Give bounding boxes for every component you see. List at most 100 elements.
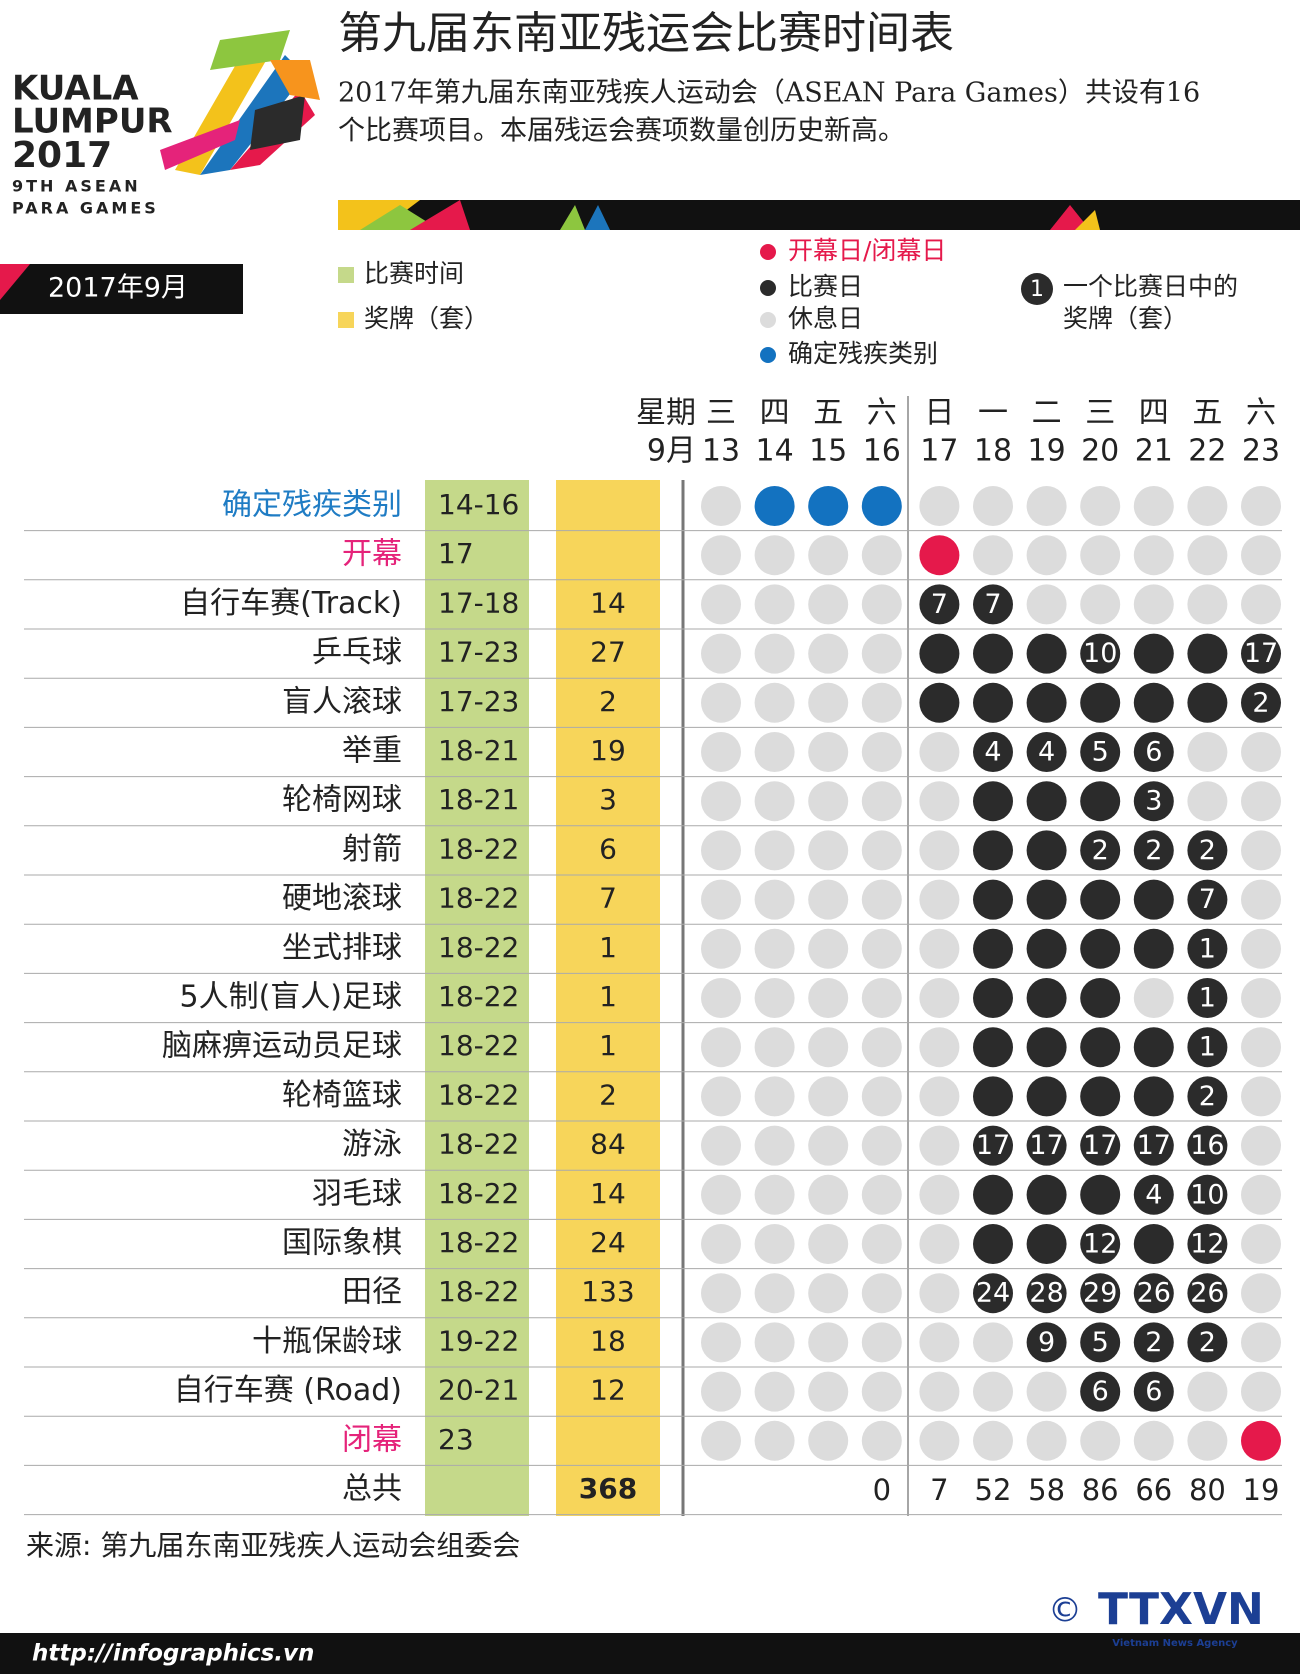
day-dot xyxy=(701,1076,741,1117)
day-medals: 16 xyxy=(1190,1130,1224,1161)
day-dot xyxy=(861,486,902,526)
date: 22 xyxy=(1188,434,1226,469)
day-medals: 12 xyxy=(1190,1229,1224,1260)
event-medals: 2 xyxy=(599,1078,617,1111)
day-dot xyxy=(973,879,1013,920)
day-dot xyxy=(754,928,795,969)
day-dot xyxy=(1187,486,1228,526)
month-tag xyxy=(0,264,243,314)
day-dot xyxy=(1026,1322,1067,1363)
day-dot xyxy=(701,1224,741,1264)
day-dot xyxy=(701,1027,741,1068)
day-dot xyxy=(1080,928,1121,969)
day-dot xyxy=(701,1174,741,1215)
day-dot xyxy=(1080,1125,1121,1166)
day-dot xyxy=(1187,633,1228,674)
day-dot xyxy=(754,732,795,772)
dates-column xyxy=(425,480,529,1516)
week-label: 星期 xyxy=(636,396,696,431)
day-medals: 1 xyxy=(1199,1032,1216,1063)
day-dot xyxy=(919,1371,960,1412)
footer-url[interactable]: http://infographics.vn xyxy=(32,1641,314,1667)
day-dot xyxy=(1133,732,1174,772)
day-dot xyxy=(1080,535,1121,576)
event-name: 硬地滚球 xyxy=(282,881,402,916)
day-dot xyxy=(861,1420,902,1461)
day-dot xyxy=(1026,682,1067,723)
day-dot xyxy=(808,1174,849,1215)
day-dot xyxy=(701,633,741,674)
event-dates: 17-18 xyxy=(438,586,519,619)
day-dot xyxy=(701,1371,741,1412)
day-dot xyxy=(1187,1322,1228,1363)
day-dot xyxy=(808,1076,849,1117)
day-dot xyxy=(1026,535,1067,576)
event-dates: 18-22 xyxy=(438,1177,519,1210)
day-dot xyxy=(808,781,849,822)
day-dot xyxy=(973,978,1013,1018)
day-dot xyxy=(808,1224,849,1264)
day-medals: 5 xyxy=(1092,737,1109,768)
day-dot xyxy=(1241,879,1281,920)
day-dot xyxy=(754,978,795,1018)
day-medals: 2 xyxy=(1252,687,1269,718)
day-dot xyxy=(1026,633,1067,674)
subtitle: 个比赛项目。本届残运会赛项数量创历史新高。 xyxy=(338,116,905,147)
day-dot xyxy=(1241,486,1281,526)
event-dates: 14-16 xyxy=(438,488,519,521)
total-day: 19 xyxy=(1243,1473,1280,1507)
day-medals: 5 xyxy=(1092,1327,1109,1358)
day-dot xyxy=(754,781,795,822)
day-dot xyxy=(808,535,849,576)
day-dot xyxy=(808,1273,849,1314)
day-dot xyxy=(808,1027,849,1068)
day-dot xyxy=(861,928,902,969)
day-dot xyxy=(1080,584,1121,625)
month-col-label: 9月 xyxy=(647,434,696,469)
day-dot xyxy=(1241,1174,1281,1215)
event-dates: 18-22 xyxy=(438,1029,519,1062)
brand-sub: Vietnam News Agency xyxy=(1112,1638,1238,1649)
day-dot xyxy=(1187,1076,1228,1117)
event-medals: 1 xyxy=(599,931,617,964)
event-medals: 24 xyxy=(590,1226,626,1259)
day-dot xyxy=(1080,978,1121,1018)
day-dot xyxy=(919,1322,960,1363)
day-medals: 6 xyxy=(1145,1376,1162,1407)
total-name: 总共 xyxy=(342,1472,402,1507)
event-dates: 18-21 xyxy=(438,734,519,767)
day-medals: 2 xyxy=(1199,1327,1216,1358)
event-name: 十瓶保龄球 xyxy=(252,1324,402,1359)
event-name: 盲人滚球 xyxy=(282,684,402,719)
day-dot xyxy=(808,830,849,871)
day-dot xyxy=(1187,928,1228,969)
day-dot xyxy=(1026,1224,1067,1264)
weekday: 三 xyxy=(1085,396,1115,431)
event-dates: 18-22 xyxy=(438,1226,519,1259)
day-dot xyxy=(861,535,902,576)
event-medals: 12 xyxy=(590,1374,626,1407)
day-dot xyxy=(1187,1224,1228,1264)
day-dot xyxy=(1133,1322,1174,1363)
event-dates: 17-23 xyxy=(438,685,519,718)
day-dot xyxy=(1080,682,1121,723)
day-dot xyxy=(754,1027,795,1068)
event-dates: 18-22 xyxy=(438,1078,519,1111)
day-dot xyxy=(973,1224,1013,1264)
day-medals: 1 xyxy=(1199,933,1216,964)
day-dot xyxy=(973,781,1013,822)
event-name: 闭幕 xyxy=(342,1422,402,1457)
event-medals: 19 xyxy=(590,734,626,767)
day-dot xyxy=(808,1322,849,1363)
event-name: 确定残疾类别 xyxy=(222,488,402,523)
day-dot xyxy=(808,928,849,969)
day-dot xyxy=(1080,1174,1121,1215)
day-dot xyxy=(808,486,849,526)
day-dot xyxy=(973,1322,1013,1363)
day-dot xyxy=(754,1224,795,1264)
event-medals: 133 xyxy=(581,1275,634,1308)
day-dot xyxy=(1241,1224,1281,1264)
stripe-bar xyxy=(338,200,1300,230)
weekday: 四 xyxy=(760,396,790,431)
